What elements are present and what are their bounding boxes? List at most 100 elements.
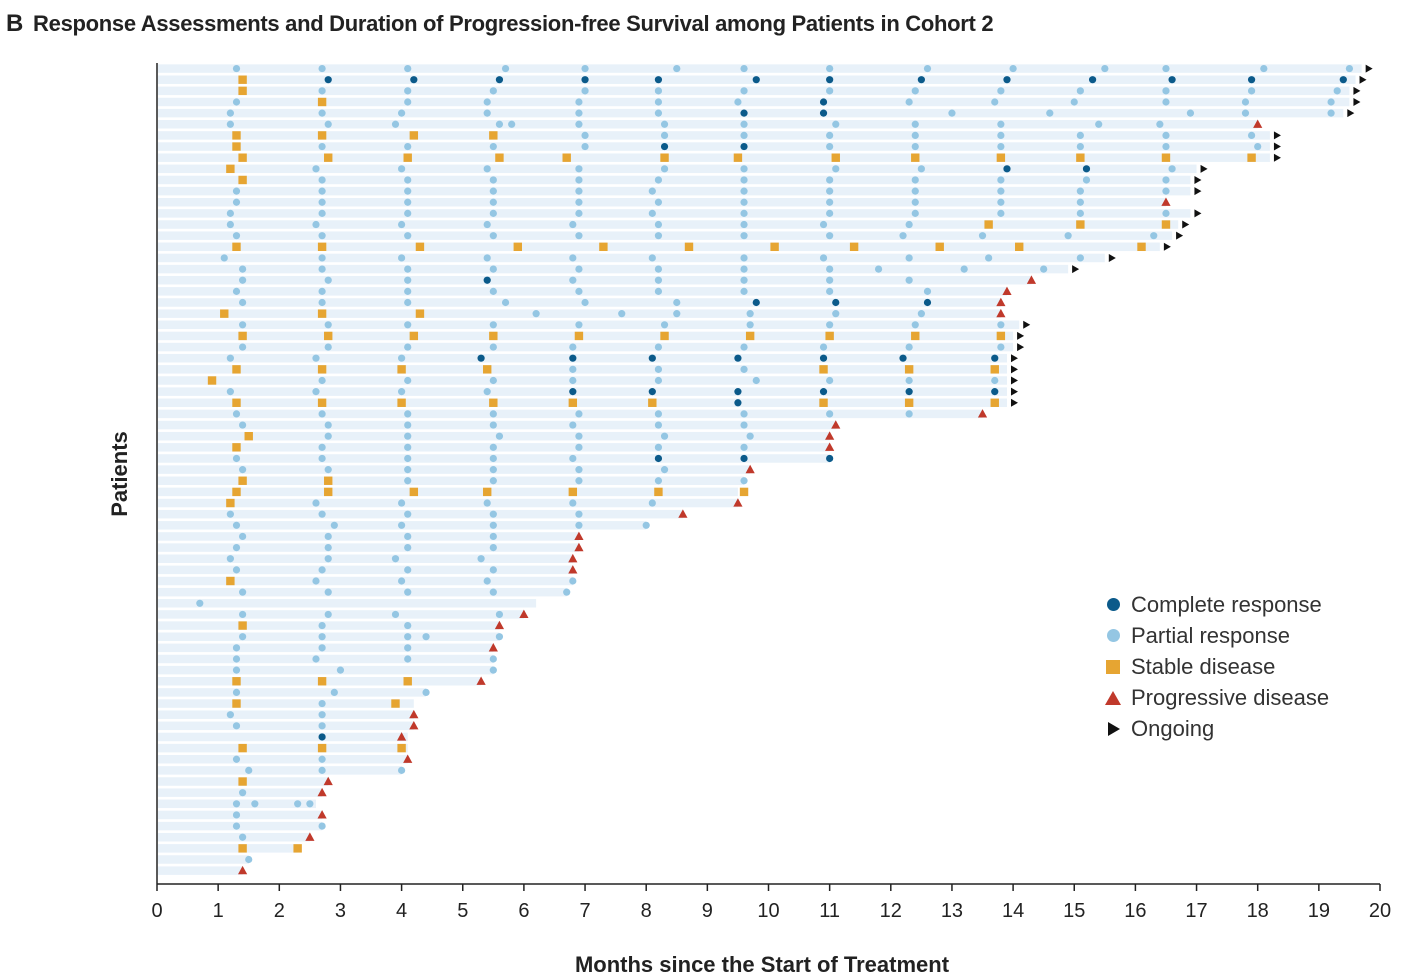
- partial-response-marker: [1076, 198, 1084, 206]
- patient-bar: [158, 665, 494, 675]
- partial-response-marker: [746, 310, 754, 318]
- stable-disease-marker: [660, 153, 669, 162]
- partial-response-marker: [404, 64, 412, 73]
- partial-response-marker: [575, 187, 583, 195]
- partial-response-marker: [740, 276, 748, 284]
- partial-response-marker: [239, 588, 247, 596]
- patient-bar: [158, 275, 1032, 285]
- partial-response-marker: [312, 388, 320, 396]
- partial-response-marker: [1150, 232, 1158, 240]
- partial-response-marker: [489, 187, 497, 195]
- complete-response-marker: [923, 298, 932, 307]
- complete-response-marker-icon: [1107, 598, 1120, 611]
- patient-bar: [158, 164, 1197, 174]
- progressive-disease-marker: [568, 553, 578, 563]
- progressive-disease-marker: [323, 776, 333, 786]
- partial-response-marker: [575, 521, 583, 529]
- ongoing-arrow-marker: [1182, 220, 1190, 229]
- complete-response-marker: [569, 388, 577, 396]
- partial-response-marker: [905, 276, 913, 284]
- partial-response-marker: [1327, 98, 1335, 106]
- stable-disease-marker: [990, 365, 999, 374]
- x-tick-label: 14: [1002, 900, 1024, 922]
- partial-response-marker: [239, 321, 247, 329]
- partial-response-marker: [318, 644, 326, 652]
- ongoing-arrow-marker: [1359, 75, 1367, 84]
- patient-bar: [158, 743, 408, 753]
- partial-response-marker: [239, 789, 247, 797]
- stable-disease-marker: [568, 398, 578, 407]
- stable-disease-marker: [489, 131, 498, 140]
- stable-disease-marker: [317, 398, 327, 407]
- patient-bar: [158, 465, 751, 474]
- stable-disease-marker: [397, 365, 406, 374]
- stable-disease-marker: [825, 331, 834, 341]
- partial-response-marker: [404, 187, 412, 195]
- stable-disease-marker: [238, 75, 247, 84]
- patient-bar: [158, 309, 1001, 318]
- patient-bar: [158, 186, 1191, 196]
- partial-response-marker: [734, 98, 742, 106]
- x-tick-label: 12: [880, 900, 902, 922]
- partial-response-marker: [1040, 265, 1048, 273]
- partial-response-marker: [489, 443, 497, 451]
- legend-label: Partial response: [1131, 622, 1290, 648]
- partial-response-marker: [819, 220, 828, 229]
- partial-response-marker: [306, 800, 314, 808]
- partial-response-marker: [581, 87, 589, 95]
- stable-disease-marker: [317, 131, 327, 140]
- partial-response-marker: [905, 343, 913, 351]
- partial-response-marker: [404, 621, 412, 630]
- partial-response-marker: [489, 588, 497, 596]
- partial-response-marker: [324, 421, 332, 429]
- partial-response-marker: [740, 131, 748, 140]
- partial-response-marker: [746, 321, 754, 329]
- complete-response-marker: [318, 733, 326, 741]
- x-tick-label: 19: [1308, 900, 1330, 922]
- stable-disease-marker: [324, 153, 333, 162]
- partial-response-marker: [826, 87, 834, 95]
- partial-response-marker: [826, 276, 834, 284]
- stable-disease-marker: [317, 97, 327, 107]
- complete-response-marker: [740, 454, 748, 463]
- partial-response-marker: [648, 499, 656, 507]
- stable-disease-marker: [232, 699, 241, 708]
- progressive-disease-marker: [409, 709, 419, 719]
- patient-bar: [158, 398, 1007, 408]
- patient-bar: [158, 142, 1270, 151]
- partial-response-marker: [569, 220, 577, 229]
- patient-bar: [158, 621, 500, 630]
- partial-response-marker: [318, 87, 326, 95]
- stable-disease-marker: [489, 398, 498, 407]
- partial-response-marker: [318, 109, 326, 117]
- patient-bar: [158, 342, 1014, 352]
- patient-bar: [158, 64, 1362, 73]
- ongoing-arrow-marker: [1108, 253, 1116, 262]
- partial-response-marker: [324, 321, 332, 329]
- complete-response-marker: [819, 388, 828, 396]
- legend-item-ongoing: Ongoing: [1105, 713, 1329, 744]
- partial-response-marker: [404, 376, 412, 385]
- chart-title: B Response Assessments and Duration of Pr…: [6, 10, 994, 38]
- stable-disease-marker: [1076, 220, 1085, 229]
- partial-response-marker: [324, 432, 332, 440]
- partial-response-marker: [911, 120, 919, 128]
- complete-response-marker: [1247, 76, 1256, 84]
- partial-response-marker: [826, 232, 834, 240]
- legend-label: Complete response: [1131, 591, 1322, 617]
- partial-response-marker: [575, 209, 583, 217]
- stable-disease-marker: [409, 131, 419, 140]
- ongoing-arrow-marker: [1010, 365, 1018, 374]
- partial-response-marker: [495, 610, 504, 619]
- stable-disease-marker: [660, 331, 669, 341]
- partial-response-marker: [648, 187, 656, 195]
- partial-response-marker: [911, 187, 919, 195]
- ongoing-arrow-marker: [1017, 331, 1025, 340]
- partial-response-marker: [232, 187, 241, 195]
- stable-disease-marker: [996, 153, 1006, 162]
- partial-response-marker: [654, 421, 663, 429]
- partial-response-marker: [569, 276, 577, 284]
- partial-response-marker: [654, 265, 663, 273]
- progressive-disease-marker: [733, 498, 743, 507]
- ongoing-arrow-marker: [1163, 242, 1171, 251]
